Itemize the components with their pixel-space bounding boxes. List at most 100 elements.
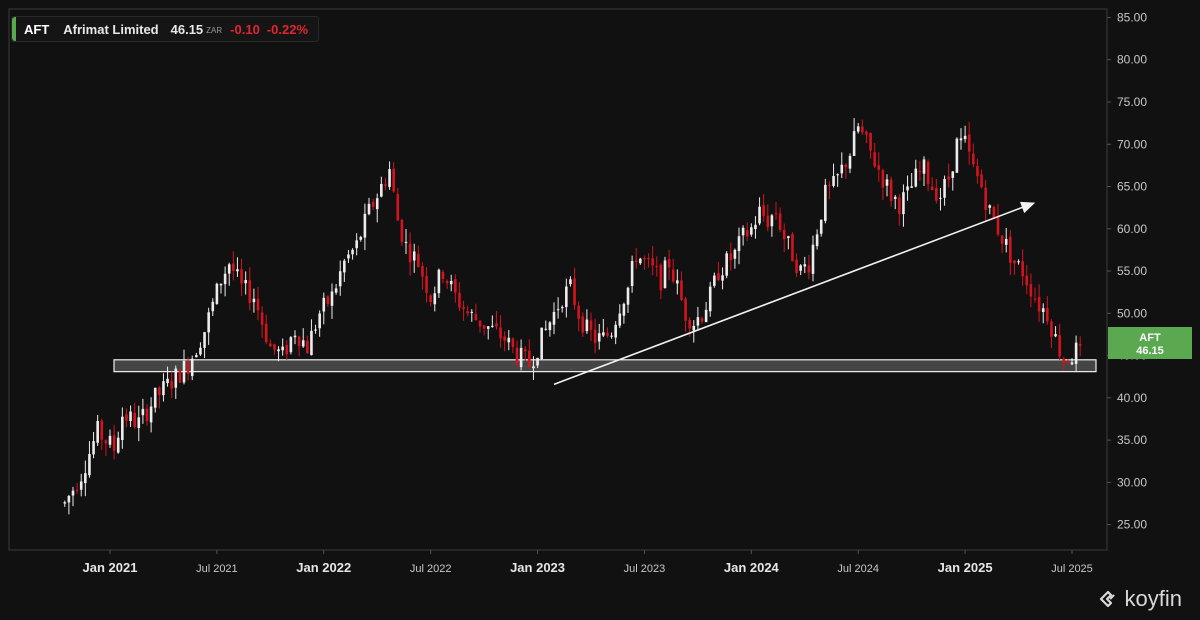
candle	[1013, 260, 1016, 275]
candle	[260, 306, 264, 339]
candle	[729, 242, 733, 271]
x-tick-label: Jul 2021	[196, 563, 238, 575]
candle	[536, 357, 539, 368]
candle	[741, 225, 745, 246]
price-change: -0.10	[230, 21, 260, 37]
candle	[458, 282, 461, 311]
candle	[667, 249, 671, 280]
candle	[828, 181, 831, 200]
candle	[774, 202, 778, 220]
candle	[1078, 336, 1082, 357]
candle	[190, 355, 194, 381]
candle	[865, 130, 868, 144]
candle	[585, 309, 589, 334]
candle	[655, 256, 659, 277]
candle	[881, 168, 885, 201]
candle	[137, 405, 141, 442]
y-tick-label: 65.00	[1117, 180, 1147, 194]
price-change-percent: -0.22%	[266, 21, 309, 37]
candle	[388, 161, 391, 190]
candle	[285, 340, 289, 360]
candle	[186, 357, 190, 381]
candle	[528, 339, 531, 368]
candle	[708, 281, 712, 317]
candle	[326, 295, 330, 307]
trendline	[553, 206, 1025, 386]
candle	[766, 204, 770, 232]
candle	[470, 309, 474, 322]
trendline-arrowhead	[1020, 201, 1036, 214]
candle	[223, 266, 227, 297]
candle	[445, 279, 449, 289]
candle	[750, 223, 753, 237]
candle	[322, 292, 326, 325]
ticker-accent-bar	[12, 17, 16, 41]
candle	[1054, 326, 1057, 338]
price-tag-value: 46.15	[1136, 345, 1164, 357]
candle	[359, 235, 363, 242]
candle	[910, 172, 913, 188]
candle	[203, 331, 206, 359]
candle	[824, 178, 827, 224]
candle	[1046, 296, 1049, 325]
candle	[281, 338, 284, 356]
y-tick-label: 60.00	[1117, 222, 1147, 236]
candle	[618, 304, 622, 329]
candle	[318, 310, 321, 337]
candle	[791, 232, 794, 262]
candle	[310, 319, 313, 356]
candle	[355, 233, 358, 256]
candle	[869, 132, 872, 159]
ticker-header[interactable]: AFT Afrimat Limited 46.15 ZAR -0.10 -0.2…	[11, 16, 320, 42]
koyfin-logo[interactable]: koyfin	[1097, 586, 1182, 612]
candle	[199, 342, 202, 356]
currency-label: ZAR	[206, 26, 223, 35]
candle	[417, 245, 420, 268]
candle	[1066, 359, 1070, 365]
candle	[935, 179, 938, 204]
candle	[1041, 303, 1045, 324]
candle	[182, 349, 186, 385]
candle	[454, 274, 457, 303]
candle	[581, 312, 585, 337]
candle	[277, 346, 280, 362]
candle	[754, 216, 757, 239]
candle	[519, 339, 523, 371]
candle	[347, 250, 350, 263]
candle	[63, 500, 67, 507]
candle	[425, 267, 428, 303]
candle	[922, 156, 926, 186]
candle	[848, 153, 852, 174]
x-tick-label: Jul 2022	[410, 563, 452, 575]
candle	[680, 271, 683, 302]
candle	[1070, 358, 1074, 366]
candle	[1058, 323, 1061, 361]
y-tick-label: 70.00	[1117, 137, 1147, 151]
x-tick-label: Jul 2025	[1051, 563, 1093, 575]
candle	[129, 405, 132, 427]
candle	[207, 307, 210, 345]
candle	[392, 162, 395, 193]
candle	[236, 257, 239, 277]
candle	[215, 282, 219, 305]
candle	[532, 356, 535, 380]
candle	[556, 297, 560, 319]
candle	[523, 345, 527, 362]
candle	[647, 253, 650, 268]
candle	[174, 365, 178, 399]
price-tag-bg	[1108, 327, 1192, 359]
x-tick-label: Jul 2023	[624, 563, 666, 575]
candle	[219, 283, 223, 294]
x-tick-label: Jan 2022	[296, 560, 351, 575]
x-tick-label: Jan 2025	[938, 560, 993, 575]
candle	[815, 229, 819, 250]
candle	[240, 258, 243, 296]
candle	[211, 298, 215, 317]
candle	[141, 398, 145, 424]
candle	[232, 251, 235, 281]
candle	[589, 312, 593, 341]
candle	[412, 243, 416, 273]
candle	[676, 269, 679, 295]
candle	[133, 402, 136, 429]
